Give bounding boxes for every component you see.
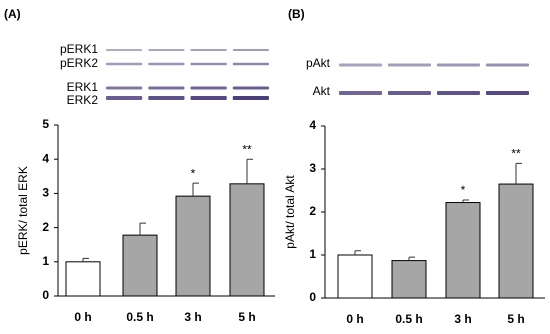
blot-label: pERK1 [60, 42, 98, 56]
blot-band [486, 63, 529, 67]
error-bar [408, 256, 415, 261]
blot-band [486, 91, 529, 95]
blot-band [106, 49, 143, 51]
blot-band [190, 96, 227, 100]
blot-band [232, 49, 269, 51]
bar [337, 254, 373, 299]
bar [122, 234, 158, 297]
error-bar [354, 250, 361, 255]
x-tick-label: 0.5 h [126, 310, 153, 324]
blot-label: Akt [313, 84, 331, 98]
x-tick-label: 0 h [346, 312, 363, 326]
error-bar [246, 158, 253, 184]
y-tick-label: 2 [42, 220, 49, 234]
x-tick-label: 0 h [74, 310, 91, 324]
bar [445, 202, 481, 299]
blot-label: ERK1 [67, 80, 99, 94]
blot-band [148, 62, 185, 66]
y-axis-title: pERK/ total ERK [16, 166, 30, 255]
blot-label: pAkt [306, 56, 331, 70]
bar [391, 260, 427, 299]
blot-band [190, 86, 227, 90]
blot-band [339, 63, 382, 67]
y-tick-label: 1 [42, 254, 49, 268]
y-tick-label: 4 [42, 151, 49, 165]
blot-band [437, 91, 480, 95]
blot-band [148, 49, 185, 51]
blot-band [388, 63, 431, 67]
y-tick-label: 2 [309, 204, 316, 218]
blot-band [190, 49, 227, 51]
error-bar [515, 162, 522, 185]
blot-band [190, 62, 227, 66]
bar [65, 261, 101, 297]
blot-label: pERK2 [60, 56, 98, 70]
significance-label: * [461, 183, 466, 197]
y-axis-title: pAkt/ total Akt [283, 175, 297, 249]
y-tick-label: 5 [42, 117, 49, 131]
blot-band [232, 86, 269, 90]
y-tick-label: 0 [42, 288, 49, 302]
blot-band [437, 63, 480, 67]
error-bar [462, 199, 469, 203]
x-tick-label: 3 h [454, 312, 471, 326]
significance-label: ** [242, 142, 252, 156]
panel-label: (B) [288, 7, 305, 21]
y-tick-label: 3 [309, 161, 316, 175]
x-tick-label: 5 h [238, 310, 255, 324]
blot-band [148, 86, 185, 90]
blot-band [388, 91, 431, 95]
bar [498, 183, 534, 299]
y-tick-label: 1 [309, 247, 316, 261]
significance-label: * [191, 166, 196, 180]
blot-band [106, 62, 143, 66]
error-bar [82, 257, 89, 262]
significance-label: ** [511, 147, 521, 161]
panel-label: (A) [4, 7, 21, 21]
blot-band [232, 96, 269, 100]
blot-label: ERK2 [67, 93, 99, 107]
error-bar [192, 182, 199, 197]
y-tick-label: 3 [42, 186, 49, 200]
error-bar [139, 222, 146, 236]
blot-band [339, 91, 382, 95]
x-tick-label: 5 h [507, 312, 524, 326]
blot-band [232, 62, 269, 66]
x-tick-label: 3 h [184, 310, 201, 324]
bar [229, 183, 265, 297]
bar [175, 195, 211, 297]
blot-band [106, 96, 143, 100]
blot-band [148, 96, 185, 100]
y-tick-label: 4 [309, 118, 316, 132]
y-tick-label: 0 [309, 290, 316, 304]
x-tick-label: 0.5 h [395, 312, 422, 326]
blot-band [106, 86, 143, 90]
